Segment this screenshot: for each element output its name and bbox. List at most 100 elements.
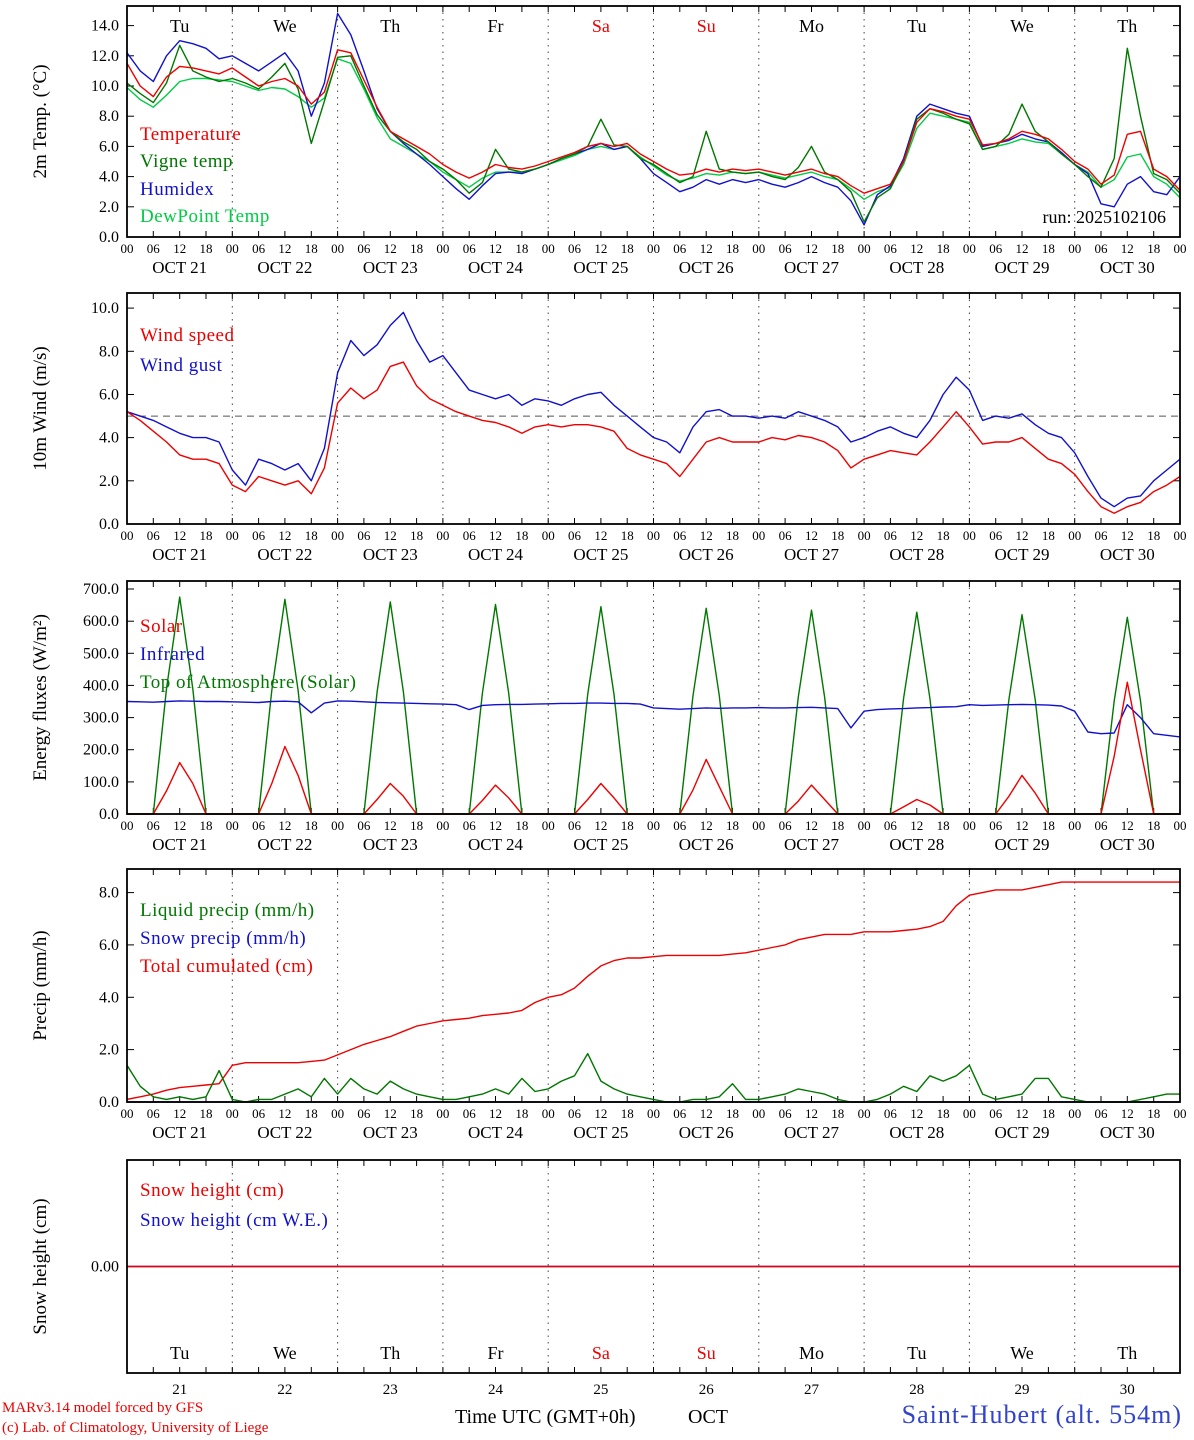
day-number-label: 23 [383,1382,398,1398]
hour-tick-label: 12 [384,818,397,833]
hour-tick-label: 18 [410,1106,423,1121]
hour-tick-label: 06 [673,528,687,543]
panel-frame [126,1159,1181,1374]
hour-tick-label: 00 [436,528,449,543]
hour-tick-label: 06 [779,818,793,833]
y-tick-label: 4.0 [99,169,119,186]
panel-snow: 0.00 Tu We Th Fr Sa Su Mo Tu We Th 21 22 23 24 25 26 27 28… [30,1159,1181,1398]
series-line-temperature-1 [126,44,1181,223]
hour-tick-label: 00 [121,241,134,256]
hour-tick-label: 18 [1147,241,1160,256]
hour-tick-label: 00 [752,818,765,833]
y-tick-label: 2.0 [99,1042,119,1059]
hour-tick-label: 12 [278,818,291,833]
run-label: run: 2025102106 [1042,207,1167,227]
panel-wind: 00 06 12 18 00 06 12 18 00 06 12 18 00 06 12 18 00 06 12 18… [30,292,1187,564]
weekday-label: We [1010,1343,1034,1363]
y-tick-label: 10.0 [91,78,119,95]
day-number-label: 30 [1120,1382,1135,1398]
y-tick-label: 700.0 [83,581,119,598]
footer-lab-credit: (c) Lab. of Climatology, University of L… [2,1420,269,1436]
hour-tick-label: 06 [673,1106,687,1121]
day-number-label: 21 [172,1382,187,1398]
weekday-label: Tu [907,16,926,36]
hour-tick-label: 00 [752,528,765,543]
y-tick-label: 600.0 [83,613,119,630]
date-label: OCT 29 [995,835,1050,854]
y-tick-label: 6.0 [99,387,119,404]
day-number-label: 25 [593,1382,608,1398]
day-number-label: 27 [804,1382,820,1398]
hour-tick-label: 06 [884,528,898,543]
date-label: OCT 23 [363,835,418,854]
hour-tick-label: 18 [410,241,423,256]
hour-tick-label: 12 [489,528,502,543]
date-label: OCT 24 [468,835,523,854]
date-label: OCT 25 [573,1123,628,1142]
date-label: OCT 25 [573,545,628,564]
hour-tick-label: 12 [384,241,397,256]
day-number-label: 24 [488,1382,504,1398]
weekday-label: Tu [907,1343,926,1363]
legend-snow-precip: Snow precip (mm/h) [140,928,307,949]
legend-total-cumulated: Total cumulated (cm) [140,956,314,977]
hour-tick-label: 00 [542,818,555,833]
hour-tick-label: 06 [779,241,793,256]
weekday-label: Th [380,1343,400,1363]
hour-tick-label: 06 [673,818,687,833]
y-tick-label: 100.0 [83,774,119,791]
hour-tick-label: 00 [1174,528,1187,543]
hour-tick-label: 06 [884,241,898,256]
date-label: OCT 23 [363,1123,418,1142]
y-tick-label: 0.0 [99,806,119,823]
series-line-temperature-3 [126,58,1181,201]
legend-infrared: Infrared [140,644,206,665]
date-label: OCT 27 [784,835,839,854]
y-axis-label: Snow height (cm) [30,1198,51,1334]
y-axis-label: 2m Temp. (°C) [30,64,51,178]
series-line-energy-1 [126,700,1181,738]
weekday-label: We [273,1343,297,1363]
series-line-precip-2 [126,881,1180,1101]
date-label: OCT 28 [889,545,944,564]
legend-snow-height-we: Snow height (cm W.E.) [140,1210,329,1231]
hour-tick-label: 18 [937,528,950,543]
hour-tick-label: 18 [726,528,739,543]
hour-tick-label: 00 [647,1106,660,1121]
hour-tick-label: 12 [594,818,607,833]
date-label: OCT 21 [152,835,207,854]
hour-tick-label: 00 [542,241,555,256]
hour-tick-label: 12 [1121,241,1134,256]
weekday-label: Tu [170,1343,189,1363]
hour-tick-label: 00 [542,528,555,543]
hour-tick-label: 12 [805,241,818,256]
legend-toa-solar: Top of Atmosphere (Solar) [140,672,357,693]
hour-tick-label: 00 [436,241,449,256]
hour-tick-label: 00 [963,818,976,833]
hour-tick-label: 18 [515,241,528,256]
hour-tick-label: 12 [910,818,923,833]
panel-precip: 00 06 12 18 00 06 12 18 00 06 12 18 00 06 12 18 00 06 12 18… [30,868,1187,1142]
hour-tick-label: 12 [805,818,818,833]
hour-tick-label: 00 [1068,1106,1081,1121]
hour-tick-label: 18 [200,528,213,543]
hour-tick-label: 06 [147,1106,161,1121]
hour-tick-label: 12 [1016,241,1029,256]
hour-tick-label: 06 [147,528,161,543]
hour-tick-label: 06 [463,818,477,833]
date-label: OCT 26 [679,258,734,277]
legend-wind-gust: Wind gust [140,355,223,376]
y-tick-label: 12.0 [91,48,119,65]
hour-tick-label: 06 [989,1106,1003,1121]
date-label: OCT 26 [679,835,734,854]
hour-tick-label: 06 [989,241,1003,256]
y-tick-label: 10.0 [91,300,119,317]
legend-dewpoint-temp: DewPoint Temp [140,206,270,227]
series-line-energy-0 [127,681,1180,815]
hour-tick-label: 00 [963,241,976,256]
y-tick-label: 8.0 [99,108,119,125]
hour-tick-label: 00 [858,1106,871,1121]
hour-tick-label: 00 [121,1106,134,1121]
day-number-label: 22 [277,1382,292,1398]
series-line-wind-1 [126,311,1181,508]
